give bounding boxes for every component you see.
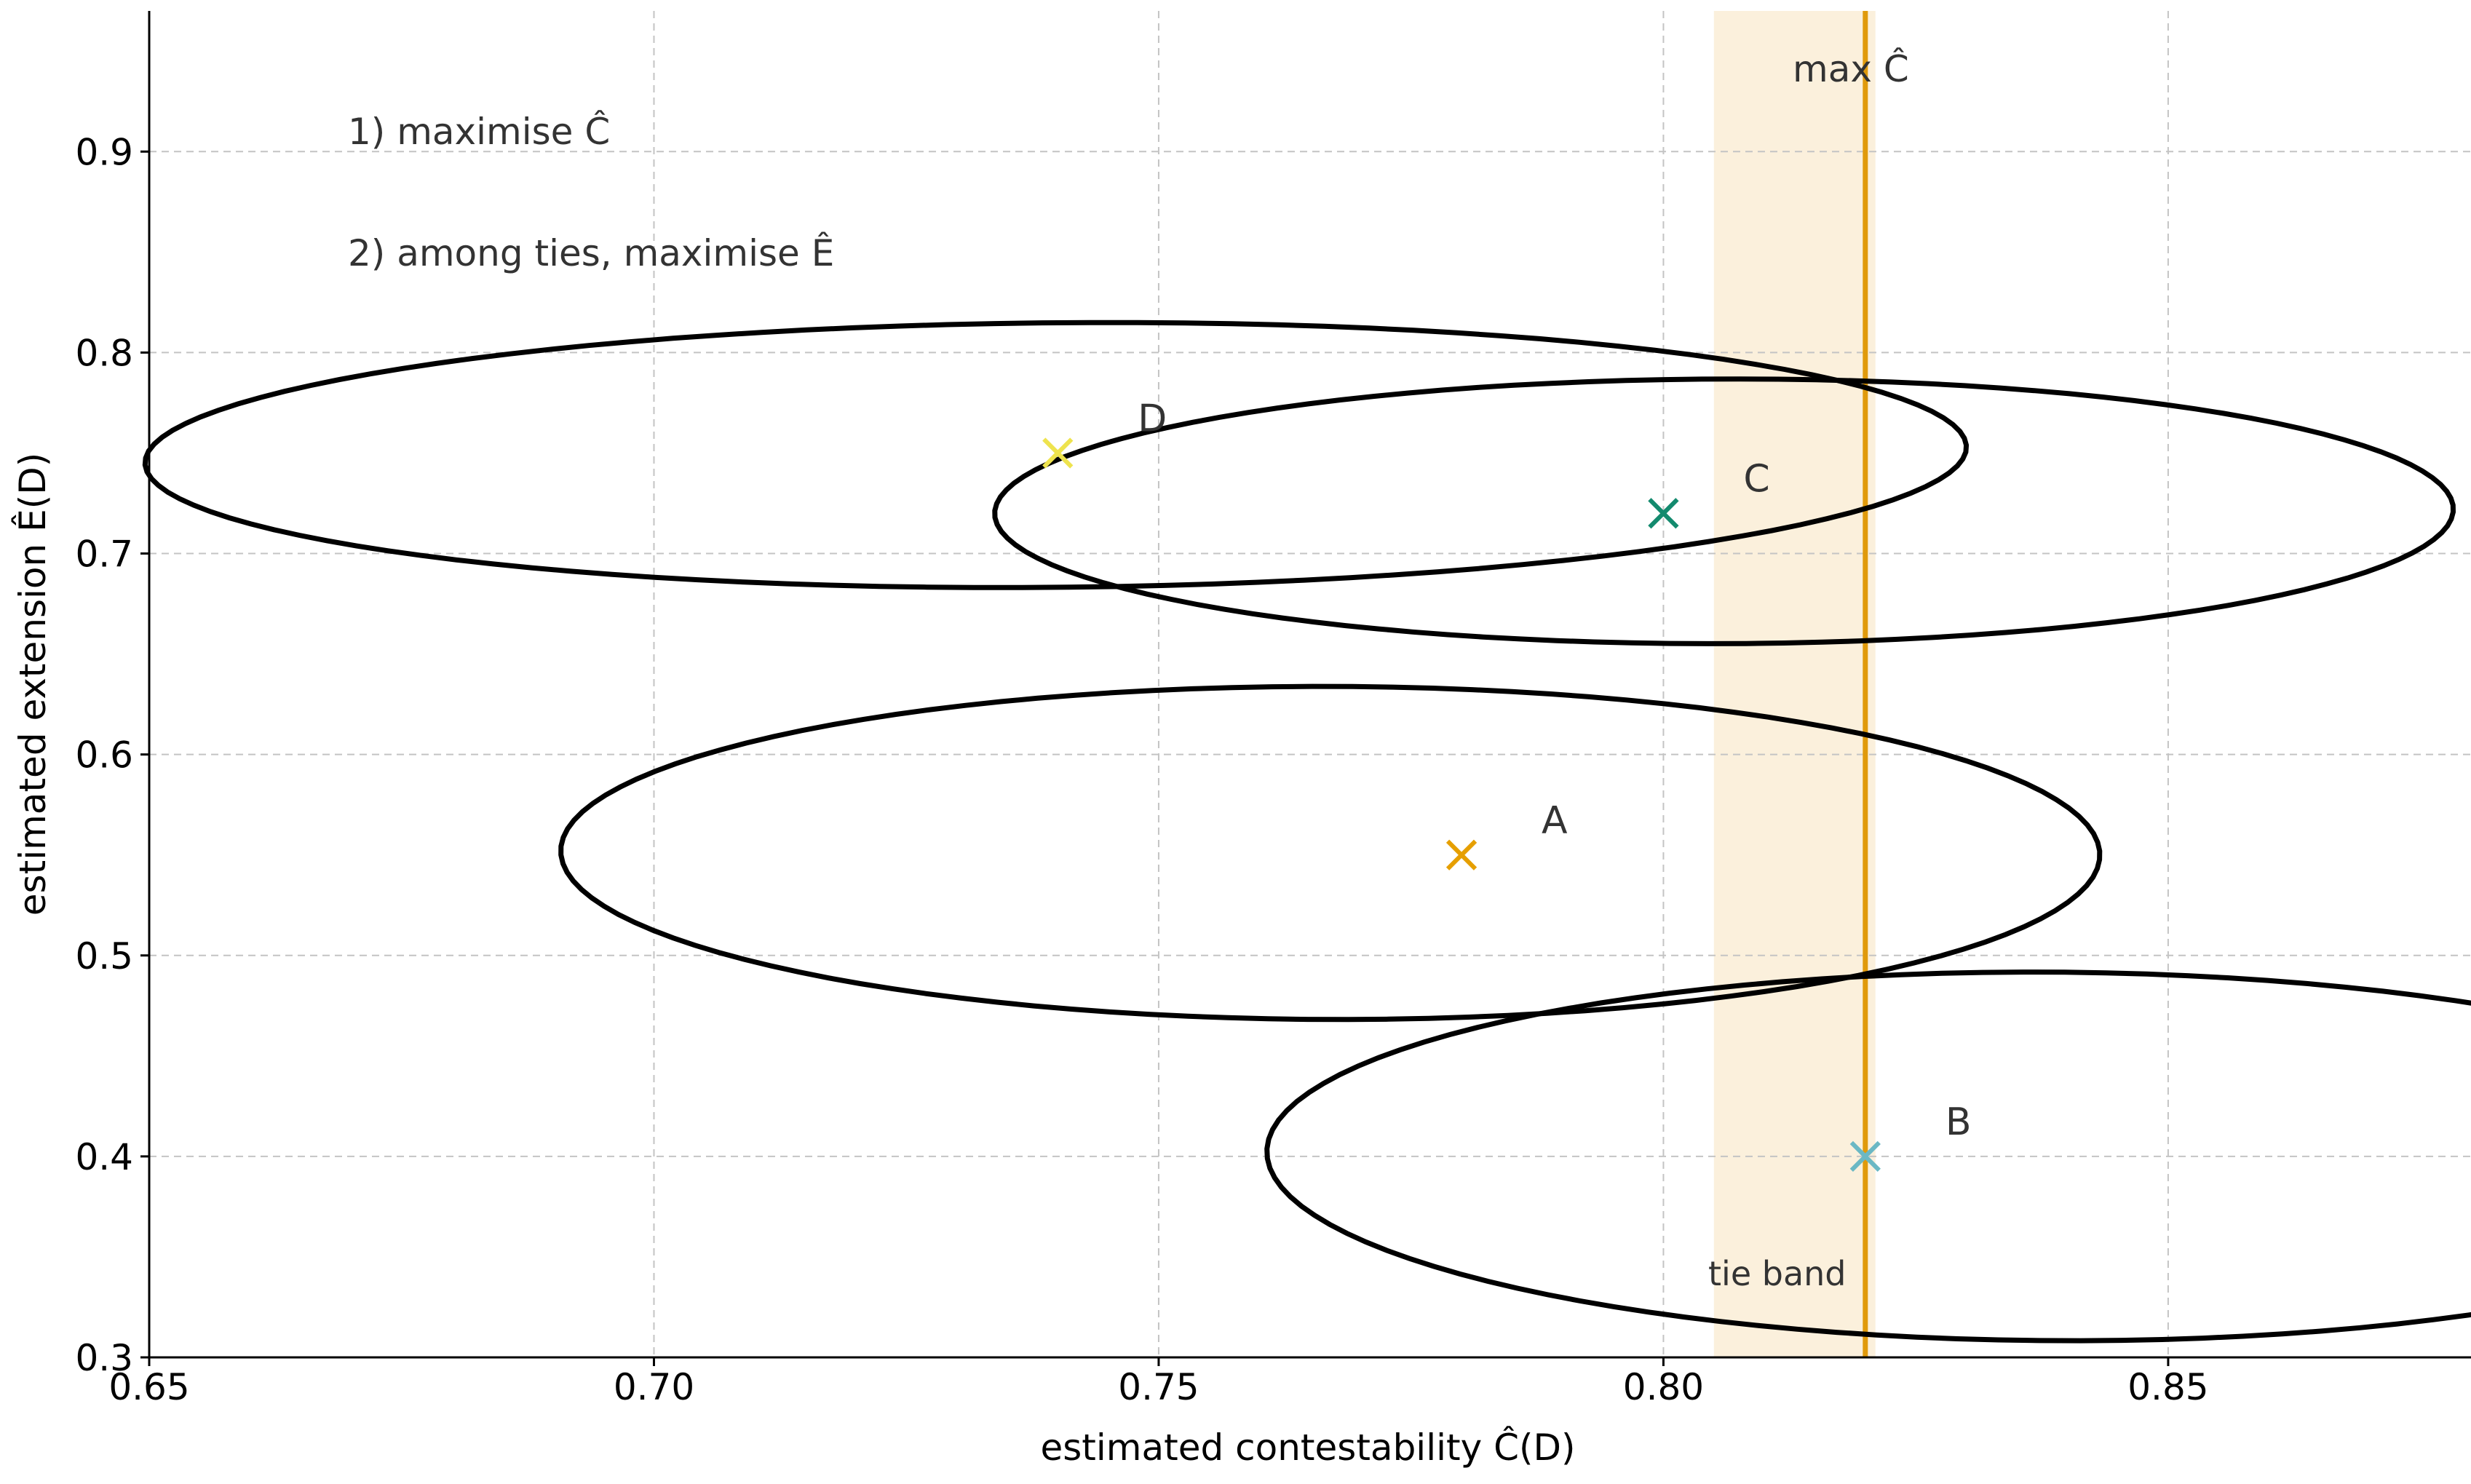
point-label: C: [1743, 457, 1769, 501]
annotation-rule-1: 1) maximise Ĉ: [348, 110, 610, 153]
x-tick-label: 0.85: [2127, 1366, 2208, 1408]
tie-band-layer: [1713, 11, 1876, 1357]
x-tick-label: 0.65: [108, 1366, 189, 1408]
y-tick-label: 0.5: [75, 935, 133, 977]
y-tick-label: 0.3: [75, 1337, 133, 1379]
point-marker: [1849, 1140, 1881, 1172]
tick-layer: 0.65 0.70 0.75 0.80 0.85 0.3 0.4 0.5 0.6 0.7 0.8 0.…: [75, 131, 2208, 1408]
x-tick-label: 0.70: [614, 1366, 694, 1408]
confidence-ellipse: [1264, 969, 2471, 1344]
x-tick-label: 0.75: [1118, 1366, 1199, 1408]
y-tick-label: 0.8: [75, 332, 133, 374]
point-layer: A B C D: [1042, 397, 1972, 1172]
x-tick-label: 0.80: [1623, 1366, 1704, 1408]
confidence-ellipse: [558, 683, 2103, 1023]
tie-band-label: tie band: [1708, 1254, 1846, 1293]
y-axis-label: estimated extension Ê(D): [11, 453, 54, 916]
y-tick-label: 0.7: [75, 533, 133, 576]
confidence-ellipse: [142, 320, 1970, 590]
x-axis-label: estimated contestability Ĉ(D): [1040, 1426, 1575, 1469]
ellipse-layer: [142, 320, 2471, 1344]
point-marker: [1648, 498, 1679, 529]
point-label: A: [1542, 799, 1568, 843]
confidence-ellipse: [992, 376, 2456, 646]
max-line-label: max Ĉ: [1793, 47, 1909, 90]
y-tick-label: 0.4: [75, 1136, 133, 1178]
point-label: D: [1138, 397, 1167, 440]
y-tick-label: 0.6: [75, 734, 133, 777]
tie-band: [1713, 11, 1876, 1357]
point-marker: [1445, 839, 1478, 870]
y-tick-label: 0.9: [75, 131, 133, 173]
annotation-rule-2: 2) among ties, maximise Ê: [348, 231, 834, 274]
axes-layer: [148, 11, 2471, 1359]
point-label: B: [1946, 1100, 1972, 1144]
point-marker: [1042, 437, 1074, 469]
